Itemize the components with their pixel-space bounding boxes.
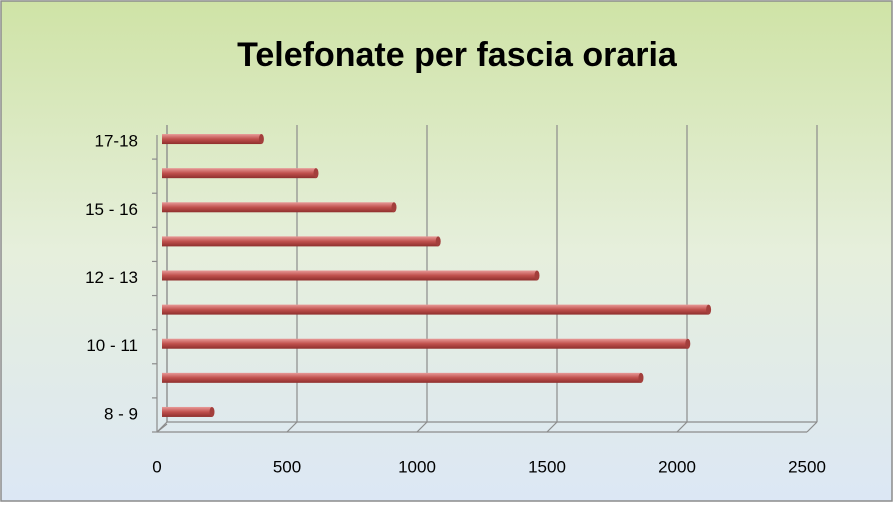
grid-line bbox=[286, 421, 298, 433]
x-tick-label: 2000 bbox=[658, 457, 696, 476]
grid-line bbox=[156, 421, 168, 433]
bar bbox=[162, 236, 441, 247]
grid-line bbox=[416, 421, 428, 433]
x-tick-label: 1000 bbox=[398, 457, 436, 476]
bar bbox=[162, 406, 215, 417]
bar bbox=[162, 304, 712, 315]
y-tick-label: 10 - 11 bbox=[86, 336, 138, 355]
y-tick-label: 15 - 16 bbox=[85, 200, 138, 219]
x-tick-label: 1500 bbox=[528, 457, 566, 476]
x-tick-label: 2500 bbox=[788, 457, 826, 476]
bar bbox=[162, 134, 264, 145]
chart-title: Telefonate per fascia oraria bbox=[237, 36, 678, 74]
bar bbox=[162, 338, 691, 349]
y-tick-label: 12 - 13 bbox=[85, 268, 138, 287]
bar bbox=[162, 168, 319, 179]
y-tick-label: 17-18 bbox=[95, 132, 138, 151]
grid-line bbox=[546, 421, 558, 433]
y-tick-label: 8 - 9 bbox=[104, 404, 138, 423]
grid-line bbox=[676, 421, 688, 433]
x-tick-label: 500 bbox=[273, 457, 301, 476]
bar bbox=[162, 202, 397, 213]
x-tick-label: 0 bbox=[152, 457, 161, 476]
bar bbox=[162, 270, 540, 281]
bar bbox=[162, 372, 644, 383]
grid-line bbox=[806, 421, 818, 433]
